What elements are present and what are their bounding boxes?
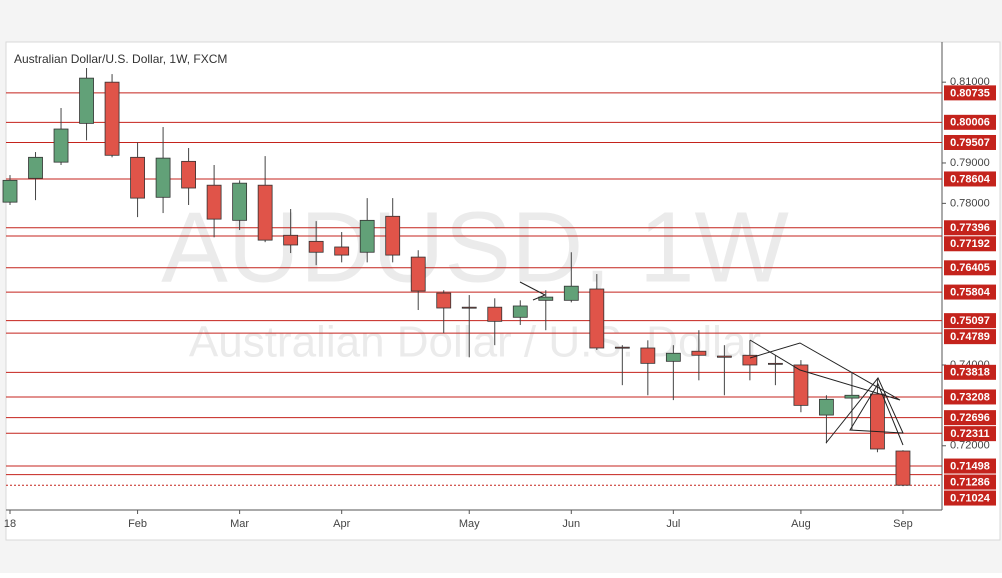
price-label: 0.72311 bbox=[950, 428, 989, 440]
price-label-box bbox=[944, 389, 996, 405]
trendline bbox=[519, 281, 547, 301]
candle-body bbox=[155, 157, 171, 198]
candle-body bbox=[104, 81, 120, 156]
trendline bbox=[749, 339, 901, 401]
candle-body bbox=[28, 156, 43, 179]
x-tick-label: Sep bbox=[893, 518, 913, 530]
candle-body bbox=[691, 350, 707, 356]
candle-body bbox=[257, 184, 273, 241]
price-label: 0.77192 bbox=[950, 238, 990, 250]
price-label-box bbox=[944, 284, 996, 300]
price-label: 0.79507 bbox=[950, 137, 990, 149]
candle-body bbox=[487, 306, 503, 322]
candle-body bbox=[308, 240, 324, 253]
chart-panel bbox=[5, 41, 1001, 541]
price-label: 0.74789 bbox=[950, 331, 990, 343]
price-label: 0.78604 bbox=[950, 173, 991, 185]
candle-body bbox=[640, 347, 656, 364]
price-label: 0.77396 bbox=[950, 222, 990, 234]
price-label-box bbox=[944, 313, 996, 329]
x-tick-label: 18 bbox=[4, 518, 16, 530]
candle-body bbox=[232, 182, 248, 221]
price-label-box bbox=[944, 85, 996, 101]
y-tick-label: 0.79000 bbox=[950, 157, 990, 169]
price-label-box bbox=[944, 329, 996, 345]
x-tick-label: Aug bbox=[791, 518, 811, 530]
trendline bbox=[825, 377, 904, 446]
candle-body bbox=[359, 219, 375, 253]
candle-body bbox=[870, 393, 885, 450]
price-label-box bbox=[944, 410, 996, 426]
x-tick-label: Feb bbox=[128, 518, 147, 530]
price-label-box bbox=[944, 364, 996, 380]
watermark: AUDUSD, 1W bbox=[161, 191, 789, 303]
candle-body bbox=[283, 234, 299, 246]
x-tick-label: Jun bbox=[562, 518, 580, 530]
candle-body bbox=[512, 305, 528, 318]
candle-body bbox=[793, 364, 809, 406]
price-label: 0.80006 bbox=[950, 117, 990, 129]
x-tick-label: May bbox=[459, 518, 480, 530]
candle-body bbox=[665, 352, 681, 362]
price-label: 0.75804 bbox=[950, 286, 991, 298]
candle-body bbox=[589, 288, 605, 349]
price-label-box bbox=[944, 171, 996, 187]
candle-body bbox=[436, 292, 452, 309]
candle-body bbox=[895, 450, 911, 486]
candle-body bbox=[181, 160, 196, 189]
price-label: 0.73208 bbox=[950, 391, 990, 403]
candle-body bbox=[742, 354, 758, 366]
price-label: 0.73818 bbox=[950, 367, 990, 379]
candle-body bbox=[206, 184, 222, 220]
price-label-box bbox=[944, 426, 996, 442]
chart-title: Australian Dollar/U.S. Dollar, 1W, FXCM bbox=[14, 52, 227, 66]
price-label-box bbox=[944, 236, 996, 252]
price-label: 0.76405 bbox=[950, 262, 990, 274]
candle-body bbox=[538, 296, 554, 301]
price-label: 0.71024 bbox=[950, 492, 991, 504]
candle-body bbox=[334, 246, 350, 256]
trendlines bbox=[519, 281, 904, 446]
candle-body bbox=[461, 306, 477, 309]
candle-body bbox=[819, 398, 834, 416]
y-tick-label: 0.72000 bbox=[950, 440, 990, 452]
x-tick-label: Mar bbox=[230, 518, 249, 530]
y-tick-label: 0.78000 bbox=[950, 197, 990, 209]
x-tick-label: Jul bbox=[666, 518, 680, 530]
price-label-box bbox=[944, 490, 996, 506]
price-label: 0.80735 bbox=[950, 87, 990, 99]
candle-body bbox=[716, 355, 732, 358]
candle-body bbox=[844, 394, 860, 399]
price-label-box bbox=[944, 458, 996, 474]
candle-body bbox=[385, 215, 401, 256]
price-label: 0.72696 bbox=[950, 412, 990, 424]
watermark-subtitle: Australian Dollar / U.S. Dollar bbox=[189, 318, 761, 367]
price-label-box bbox=[944, 134, 996, 150]
candle-body bbox=[53, 128, 69, 163]
price-label: 0.71286 bbox=[950, 476, 990, 488]
x-tick-label: Apr bbox=[333, 518, 350, 530]
price-label-box bbox=[944, 220, 996, 236]
candle-body bbox=[79, 77, 94, 124]
candle-body bbox=[410, 256, 426, 292]
price-label-box bbox=[944, 114, 996, 130]
candle-body bbox=[130, 156, 145, 199]
price-label-box bbox=[944, 474, 996, 490]
price-label-box bbox=[944, 260, 996, 276]
candle-body bbox=[614, 346, 630, 349]
price-label: 0.75097 bbox=[950, 315, 990, 327]
candle-body bbox=[563, 285, 579, 301]
candle-body bbox=[2, 179, 18, 203]
price-label: 0.71498 bbox=[950, 460, 990, 472]
y-tick-label: 0.81000 bbox=[950, 76, 990, 88]
candle-body bbox=[767, 362, 783, 365]
